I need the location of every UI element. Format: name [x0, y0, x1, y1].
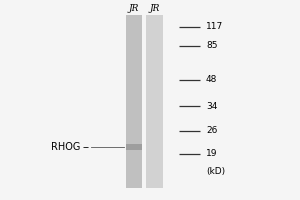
- Text: 48: 48: [206, 75, 217, 84]
- Text: (kD): (kD): [206, 167, 225, 176]
- Text: --: --: [82, 142, 89, 152]
- Bar: [126, 15, 142, 188]
- Text: JR: JR: [129, 4, 139, 13]
- Text: 19: 19: [206, 149, 218, 158]
- Bar: [126, 144, 142, 150]
- Text: 117: 117: [206, 22, 223, 31]
- Text: JR: JR: [149, 4, 160, 13]
- Text: 85: 85: [206, 41, 218, 50]
- Text: 26: 26: [206, 126, 217, 135]
- Text: RHOG: RHOG: [51, 142, 81, 152]
- Bar: [146, 15, 163, 188]
- Text: 34: 34: [206, 102, 217, 111]
